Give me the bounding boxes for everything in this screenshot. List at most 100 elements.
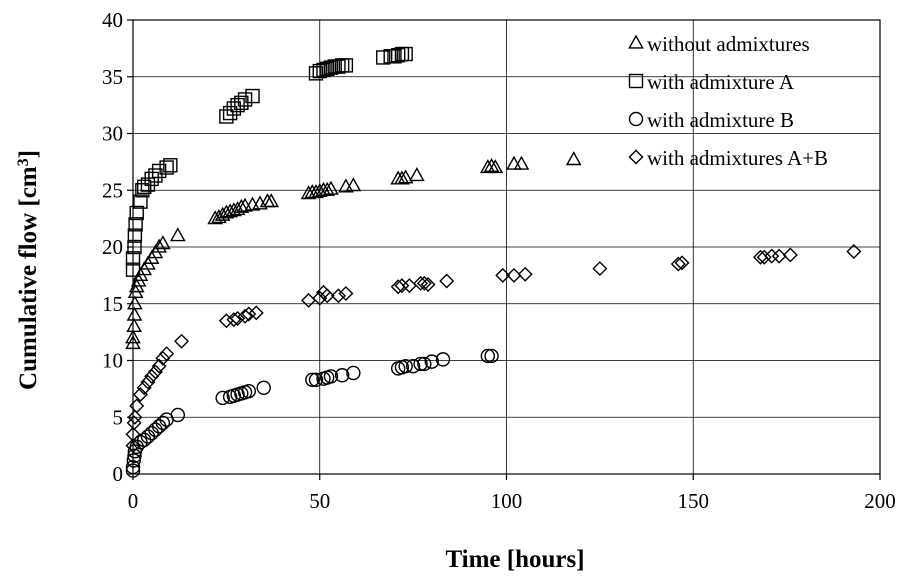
diamond-point [756,249,772,265]
diamond-point [147,364,163,380]
diamond-point [495,267,511,283]
series-circle [125,348,499,478]
square-point [140,177,156,192]
square-point [127,228,143,243]
square-point [316,62,331,78]
triangle-point [409,167,425,182]
circle-point [424,354,439,369]
square-point [390,47,406,63]
diamond-point [237,308,253,324]
triangle-point [126,318,142,333]
x-tick-label: 150 [678,489,710,513]
legend-circle-icon [628,111,644,127]
y-tick-label: 40 [102,8,123,32]
plot-area-border [132,19,881,475]
y-tick-label: 5 [113,405,124,429]
triangle-point [214,206,231,221]
diamond-point [144,368,160,384]
triangle-point [126,306,143,321]
series-diamond [125,244,862,454]
triangle-point [229,201,246,216]
triangle-point [233,198,250,213]
circle-point [334,368,350,383]
square-point [376,50,391,65]
circle-point [484,348,499,364]
triangle-point [397,169,414,184]
diamond-point [420,276,436,292]
legend-item: with admixture A [628,70,795,94]
diamond-point [517,266,533,282]
y-axis-title-main: Cumulative flow [cm [15,166,42,390]
x-tick-label: 200 [864,489,896,513]
diamond-point [140,374,156,390]
y-tick-label: 35 [102,65,123,89]
square-point [135,183,150,198]
triangle-point [127,295,143,310]
square-point [222,105,238,121]
y-tick-label: 25 [102,178,123,202]
diamond-point [846,244,862,260]
diamond-point [241,306,257,322]
diamond-point [226,312,242,328]
diamond-point [764,248,780,264]
square-point [129,205,144,221]
circle-point [144,425,159,441]
square-point [245,88,260,104]
circle-point [405,358,421,374]
series-triangle [125,151,582,350]
circle-point [151,419,167,434]
circle-point [127,448,142,464]
circle-point [435,352,451,367]
triangle-point [211,209,227,224]
circle-point [323,369,339,384]
diamond-point [129,398,145,414]
circle-point [137,432,152,448]
circle-point [133,435,148,450]
y-axis-title-end: ] [15,150,42,158]
series-square [125,46,413,277]
diamond-point [771,248,787,264]
diamond-point [301,292,317,308]
square-point [312,63,327,79]
circle-point [241,383,256,399]
x-axis-title: Time [hours] [445,546,584,573]
diamond-point [592,261,608,277]
circle-point [170,407,186,423]
legend-item: without admixtures [628,32,810,56]
square-point [144,171,159,187]
square-point [219,109,234,124]
diamond-point [319,288,335,304]
y-tick-label: 20 [102,235,123,259]
legend-label: with admixtures A+B [647,146,828,170]
triangle-point [394,170,410,185]
y-tick-label: 15 [102,292,123,316]
legend-square-icon [628,73,644,89]
square-point [127,239,142,255]
grid-lines [133,20,880,474]
x-tick-label: 50 [309,489,330,513]
square-point [387,49,402,64]
data-markers [125,46,862,478]
y-tick-label: 30 [102,122,123,146]
square-point [323,60,339,75]
circle-point [305,372,320,387]
square-point [320,61,335,77]
circle-point [215,390,230,406]
triangle-point [151,238,167,253]
x-tick-label: 0 [128,489,139,513]
diamond-point [132,387,148,403]
x-tick-label: 100 [491,489,523,513]
diamond-point [390,279,406,295]
square-point [159,160,174,175]
circle-point [346,365,361,381]
circle-point [126,453,141,468]
square-point [137,179,152,195]
diamond-point [674,255,690,271]
diamond-point [136,380,152,396]
square-point [148,168,163,183]
square-point [230,97,245,113]
triangle-point [169,227,186,242]
square-point [237,92,253,107]
diamond-point [439,273,455,289]
